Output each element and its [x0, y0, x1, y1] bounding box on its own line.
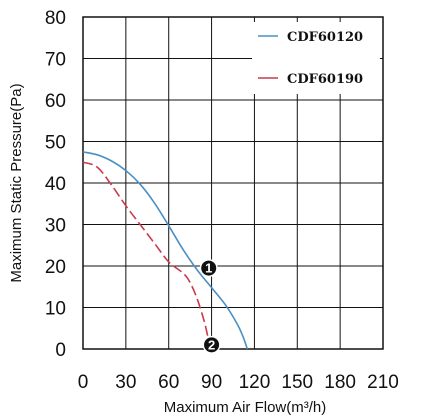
x-tick-label-60: 60: [158, 372, 179, 393]
x-axis-label: Maximum Air Flow(m³/h): [164, 399, 327, 416]
y-tick-label-10: 10: [45, 299, 66, 320]
x-tick-label-30: 30: [115, 372, 136, 393]
series-line-cdf60190: [82, 161, 210, 341]
marker-circle-2: [204, 337, 220, 353]
y-tick-label-40: 40: [45, 174, 66, 195]
series-layer: [82, 151, 249, 350]
y-axis-label: Maximum Static Pressure(Pa): [8, 83, 25, 282]
x-tick-label-0: 0: [78, 372, 89, 393]
y-tick-label-70: 70: [45, 50, 66, 71]
legend-label-cdf60120: CDF60120: [287, 30, 363, 45]
plot-frame: [82, 16, 384, 350]
y-tick-label-50: 50: [45, 133, 66, 154]
x-tick-label-150: 150: [281, 372, 313, 393]
x-tick-label-180: 180: [324, 372, 356, 393]
x-tick-label-120: 120: [239, 372, 271, 393]
y-tick-label-80: 80: [45, 8, 66, 29]
y-tick-label-60: 60: [45, 91, 66, 112]
marker-label-1: 1: [205, 261, 212, 276]
legend: CDF60120 CDF60190: [252, 22, 380, 94]
marker-label-2: 2: [208, 337, 215, 352]
y-tick-label-20: 20: [45, 257, 66, 278]
y-tick-label-30: 30: [45, 216, 66, 237]
series-line-cdf60120: [82, 151, 249, 350]
marker-circle-1: [201, 260, 217, 276]
x-tick-label-210: 210: [367, 372, 399, 393]
legend-background: [252, 22, 380, 94]
tick-labels: 0 30 60 90 120 150 180 210 0 10 20 30 40 50 60 70 80: [45, 8, 399, 393]
x-tick-label-90: 90: [201, 372, 222, 393]
markers-layer: 12: [199, 259, 221, 354]
y-tick-label-0: 0: [55, 340, 66, 361]
legend-label-cdf60190: CDF60190: [287, 72, 363, 87]
